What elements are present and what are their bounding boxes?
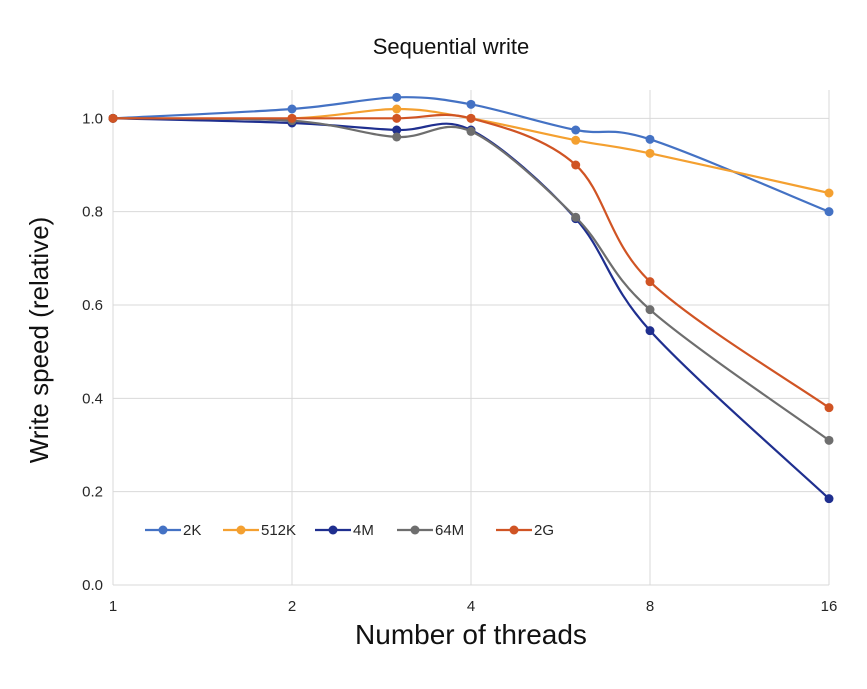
data-point xyxy=(287,113,297,123)
x-tick-label: 1 xyxy=(109,598,117,615)
legend-item: 64M xyxy=(397,522,464,539)
tick-labels: 0.0 0.2 0.4 0.6 0.8 1.0 1 2 4 8 16 xyxy=(82,110,837,615)
series-2G xyxy=(108,113,834,413)
data-point xyxy=(645,148,655,158)
chart-title: Sequential write xyxy=(373,34,530,59)
series-line xyxy=(112,117,830,442)
legend-swatch-marker xyxy=(236,525,246,535)
legend-swatch-marker xyxy=(158,525,168,535)
legend: 2K 512K 4M 64M 2G xyxy=(145,522,554,539)
legend-item: 4M xyxy=(315,522,374,539)
data-point xyxy=(392,104,402,114)
legend-label: 2K xyxy=(183,522,201,539)
data-point xyxy=(571,135,581,145)
data-point xyxy=(824,403,834,413)
y-tick-label: 0.8 xyxy=(82,204,103,221)
legend-label: 64M xyxy=(435,522,464,539)
x-tick-label: 2 xyxy=(288,598,296,615)
y-tick-label: 0.0 xyxy=(82,577,103,594)
legend-label: 512K xyxy=(261,522,296,539)
y-tick-label: 0.4 xyxy=(82,390,103,407)
data-point xyxy=(571,125,581,135)
data-point xyxy=(466,126,476,136)
y-tick-label: 0.2 xyxy=(82,484,103,501)
data-point xyxy=(645,277,655,287)
data-point xyxy=(392,92,402,102)
data-point xyxy=(287,104,297,114)
legend-label: 2G xyxy=(534,522,554,539)
y-axis-title: Write speed (relative) xyxy=(24,217,54,464)
x-tick-label: 16 xyxy=(821,598,838,615)
data-point xyxy=(108,113,118,123)
legend-swatch-marker xyxy=(328,525,338,535)
data-point xyxy=(645,326,655,336)
data-point xyxy=(824,188,834,198)
data-point xyxy=(645,305,655,315)
series-line xyxy=(112,113,830,409)
data-point xyxy=(392,113,402,123)
series-lines xyxy=(108,92,834,504)
data-point xyxy=(571,212,581,222)
data-point xyxy=(571,160,581,170)
legend-item: 512K xyxy=(223,522,296,539)
data-point xyxy=(645,134,655,144)
legend-swatch-marker xyxy=(410,525,420,535)
x-tick-label: 4 xyxy=(467,598,475,615)
x-tick-label: 8 xyxy=(646,598,654,615)
legend-item: 2K xyxy=(145,522,201,539)
legend-item: 2G xyxy=(496,522,554,539)
x-axis-title: Number of threads xyxy=(355,619,587,650)
data-point xyxy=(466,99,476,109)
data-point xyxy=(824,494,834,504)
data-point xyxy=(824,435,834,445)
legend-swatch-marker xyxy=(509,525,519,535)
data-point xyxy=(392,132,402,142)
data-point xyxy=(824,207,834,217)
legend-label: 4M xyxy=(353,522,374,539)
y-tick-label: 0.6 xyxy=(82,297,103,314)
data-point xyxy=(392,125,402,135)
data-point xyxy=(466,113,476,123)
y-tick-label: 1.0 xyxy=(82,110,103,127)
